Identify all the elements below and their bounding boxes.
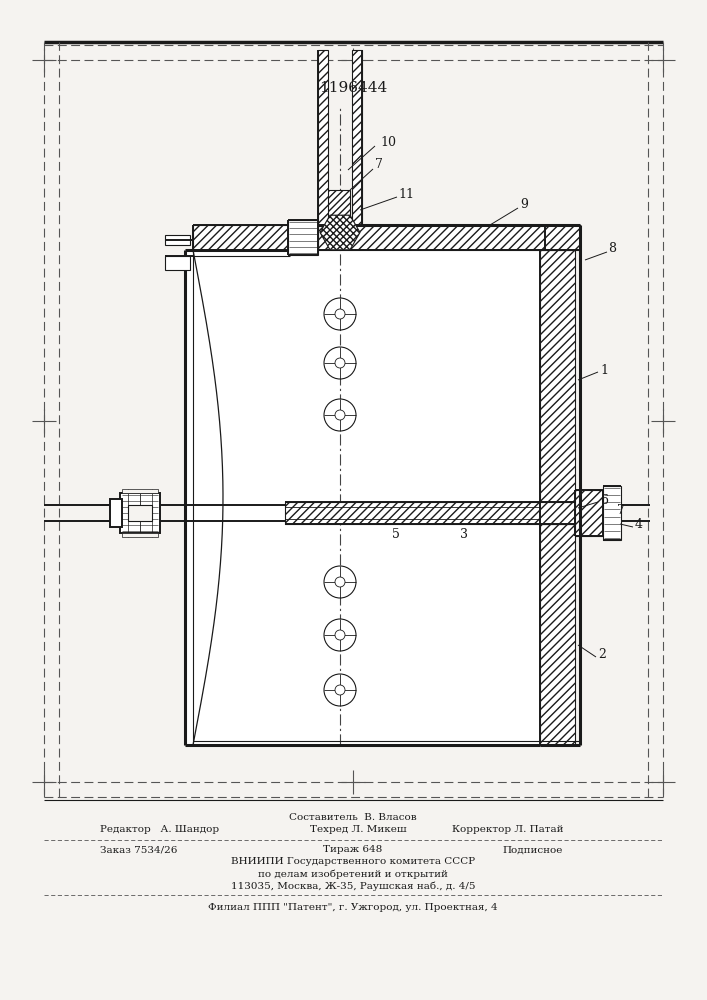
Bar (122, 533, 158, 537)
Text: 5: 5 (392, 528, 400, 540)
Bar (165, 235, 190, 245)
Text: 11: 11 (398, 188, 414, 200)
Circle shape (324, 619, 356, 651)
Circle shape (324, 566, 356, 598)
Text: 4: 4 (635, 518, 643, 532)
Text: 3: 3 (460, 528, 468, 540)
Bar (575, 490, 603, 536)
Text: 7: 7 (617, 504, 625, 516)
Text: ВНИИПИ Государственного комитета СССР: ВНИИПИ Государственного комитета СССР (231, 857, 475, 866)
Text: 2: 2 (598, 648, 606, 662)
Text: 9: 9 (520, 198, 528, 212)
Bar (540, 250, 575, 502)
Circle shape (335, 309, 345, 319)
Text: Тираж 648: Тираж 648 (323, 846, 382, 854)
Polygon shape (320, 215, 360, 250)
Circle shape (335, 358, 345, 368)
Bar (352, 50, 362, 225)
Text: 113035, Москва, Ж-35, Раушская наб., д. 4/5: 113035, Москва, Ж-35, Раушская наб., д. … (230, 881, 475, 891)
Bar (165, 256, 190, 270)
Bar (185, 250, 540, 745)
Text: 1: 1 (600, 363, 608, 376)
Circle shape (324, 674, 356, 706)
Text: Техред Л. Микеш: Техред Л. Микеш (310, 826, 407, 834)
Text: Заказ 7534/26: Заказ 7534/26 (100, 846, 177, 854)
Bar (318, 50, 328, 225)
Bar (193, 225, 318, 250)
Bar (110, 499, 122, 527)
Circle shape (324, 347, 356, 379)
Text: Подписное: Подписное (503, 846, 563, 854)
Circle shape (335, 410, 345, 420)
Bar (128, 505, 152, 521)
Bar (540, 524, 575, 745)
Circle shape (335, 685, 345, 695)
Circle shape (335, 630, 345, 640)
Text: Редактор   А. Шандор: Редактор А. Шандор (100, 826, 219, 834)
Text: Филиал ППП "Патент", г. Ужгород, ул. Проектная, 4: Филиал ППП "Патент", г. Ужгород, ул. Про… (208, 902, 498, 912)
Bar (288, 220, 318, 255)
Bar (290, 225, 580, 250)
Circle shape (324, 399, 356, 431)
Text: 1196444: 1196444 (319, 81, 387, 95)
Bar (603, 486, 621, 540)
Circle shape (335, 577, 345, 587)
Text: 6: 6 (600, 493, 608, 506)
Bar (122, 489, 158, 493)
Text: 8: 8 (608, 241, 616, 254)
Text: по делам изобретений и открытий: по делам изобретений и открытий (258, 869, 448, 879)
Text: Составитель  В. Власов: Составитель В. Власов (289, 812, 417, 822)
Text: Корректор Л. Патай: Корректор Л. Патай (452, 826, 563, 834)
Bar (318, 190, 350, 225)
Bar (120, 493, 160, 533)
Text: 7: 7 (375, 158, 383, 172)
Circle shape (324, 298, 356, 330)
Bar (285, 502, 575, 524)
Text: 10: 10 (380, 135, 396, 148)
